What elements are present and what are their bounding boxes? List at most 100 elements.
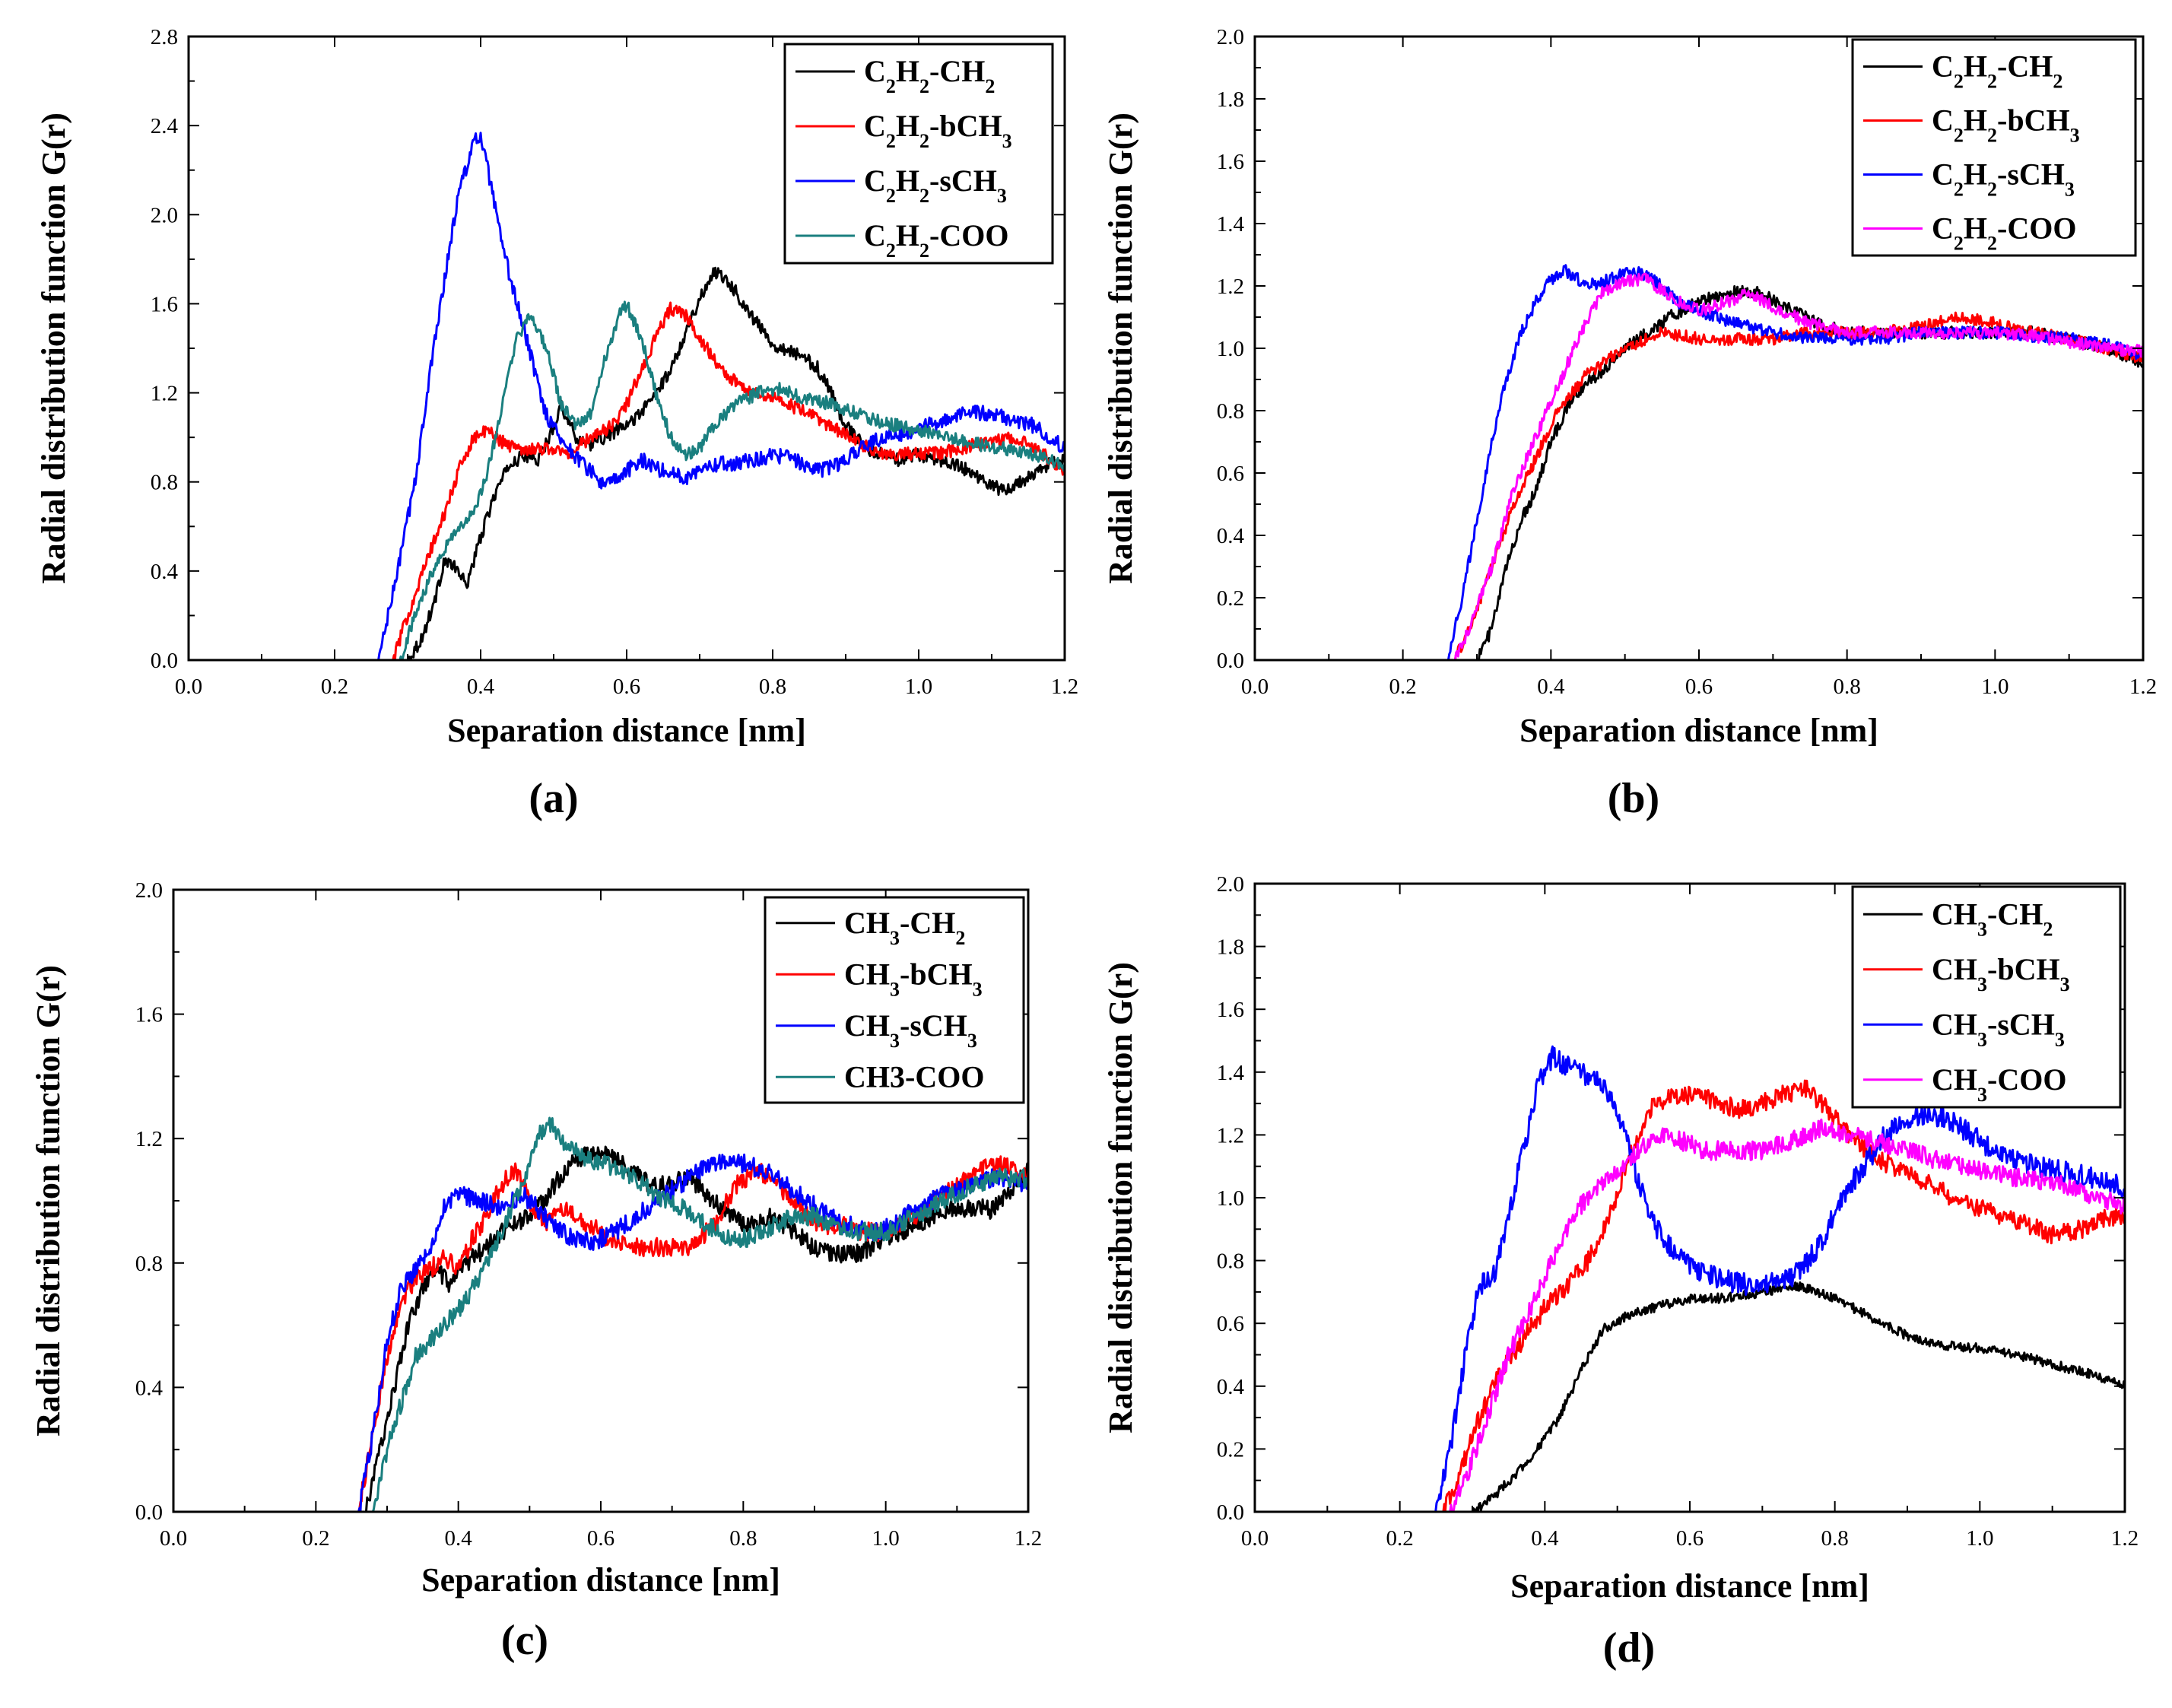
x-tick-label: 1.0 [905,675,932,699]
legend-text-part: -COO [929,218,1008,252]
y-tick-label: 2.0 [1217,25,1244,49]
panel-label: (c) [501,1617,548,1664]
x-tick-label: 0.4 [1537,675,1565,699]
legend-text-part: H [896,218,919,252]
legend-text-part: H [1964,49,1987,84]
x-tick-label: 0.8 [759,675,786,699]
x-tick-label: 1.2 [2111,1526,2139,1551]
legend-text-part: -CH [929,54,985,88]
legend-text-part: -sCH [1987,1007,2055,1041]
legend-subscript: 2 [2043,918,2053,940]
legend-subscript: 3 [1977,973,1987,995]
series-line-CH3-bCH3 [1255,1079,2125,1512]
legend-label: C2H2-CH2 [1932,49,2062,93]
series-line-C2H2-bCH3 [189,301,1065,660]
legend-text-part: -sCH [900,1008,967,1043]
y-tick-label: 0.0 [1217,649,1244,673]
legend-text-part: CH3-COO [844,1059,984,1094]
legend-text-part: C [864,218,886,252]
legend-subscript: 3 [890,926,900,948]
legend-subscript: 3 [890,978,900,1000]
y-tick-label: 0.4 [135,1376,164,1400]
y-tick-label: 0.4 [151,560,179,584]
legend-subscript: 3 [2055,1028,2065,1050]
legend-text-part: CH [844,957,890,991]
x-tick-label: 0.2 [302,1526,329,1551]
y-axis-title: Radial distribution function G(r) [30,965,67,1437]
x-tick-label: 0.8 [1834,675,1861,699]
legend-text-part: C [864,109,886,143]
y-tick-label: 0.6 [1217,462,1244,486]
legend-subscript: 2 [886,185,896,207]
legend-box [1851,885,2122,1109]
y-tick-label: 1.2 [151,382,178,406]
x-tick-label: 1.0 [1981,675,2008,699]
legend-label: CH3-CH2 [1932,897,2053,940]
series-line-CH3-sCH3 [1255,1045,2125,1512]
legend-subscript: 3 [1002,130,1012,152]
y-tick-label: 0.4 [1217,1375,1245,1399]
series-line-CH3-sCH3 [173,1153,1028,1512]
y-tick-label: 1.6 [135,1003,163,1027]
legend-label: C2H2-sCH3 [1932,157,2075,201]
legend-label: CH3-CH2 [844,906,965,949]
y-tick-label: 1.8 [1217,87,1244,112]
y-tick-label: 0.0 [1217,1500,1244,1525]
legend-text-part: C [864,163,886,198]
y-tick-label: 1.0 [1217,337,1244,361]
y-tick-label: 0.0 [151,649,178,673]
y-tick-label: 0.4 [1217,524,1245,548]
series-line-CH3-COO [173,1116,1028,1512]
y-tick-label: 1.6 [1217,150,1244,174]
y-tick-label: 0.8 [1217,1249,1244,1274]
x-tick-label: 1.2 [1015,1526,1042,1551]
legend-text-part: -bCH [1997,103,2070,138]
x-tick-label: 0.8 [1821,1526,1849,1551]
legend-text-part: -CH [900,906,955,940]
legend-label: C2H2-bCH3 [1932,103,2080,147]
x-tick-label: 1.0 [872,1526,900,1551]
legend-label: CH3-bCH3 [1932,952,2070,995]
legend-text-part: CH [1932,1007,1977,1041]
x-tick-label: 0.0 [175,675,202,699]
legend-box [764,896,1025,1104]
legend-subscript: 2 [1954,70,1964,92]
x-axis-title: Separation distance [nm] [421,1561,780,1598]
x-tick-label: 0.2 [321,675,348,699]
legend-text-part: H [1964,157,1987,192]
legend-text-part: C [1932,211,1954,246]
x-tick-label: 1.2 [1051,675,1078,699]
series-line-CH3-bCH3 [173,1155,1028,1512]
legend-subscript: 2 [1954,232,1964,254]
legend-subscript: 2 [886,130,896,152]
x-tick-label: 0.6 [613,675,640,699]
panel-d: 0.0 0.2 0.4 0.6 0.8 1.0 1.2 0.0 0.2 0.4 0.6 0.8 1.0 1… [1102,872,2139,1671]
x-tick-label: 0.4 [1531,1526,1559,1551]
y-tick-label: 1.6 [151,292,178,316]
y-tick-label: 2.8 [151,25,178,49]
legend-subscript: 3 [973,978,983,1000]
legend-subscript: 2 [919,130,929,152]
legend-subscript: 3 [2060,973,2070,995]
panel-label: (a) [529,775,578,822]
legend-subscript: 2 [919,75,929,97]
y-tick-label: 0.8 [151,471,178,495]
legend-subscript: 2 [985,75,995,97]
legend-text-part: -COO [1997,211,2076,246]
series-line-C2H2-bCH3 [1255,311,2143,660]
y-tick-label: 1.8 [1217,935,1244,960]
legend-text-part: C [1932,157,1954,192]
y-tick-label: 2.0 [151,203,178,227]
y-tick-label: 0.2 [1217,586,1244,611]
y-tick-label: 1.6 [1217,998,1244,1022]
legend-text-part: CH [844,1008,890,1043]
x-tick-label: 0.0 [160,1526,187,1551]
legend-text-part: CH [1932,952,1977,986]
legend-text-part: H [896,54,919,88]
legend-label: CH3-sCH3 [1932,1007,2065,1050]
legend-subscript: 3 [890,1029,900,1051]
series-line-CH3-CH2 [173,1145,1028,1512]
x-tick-label: 0.4 [467,675,495,699]
